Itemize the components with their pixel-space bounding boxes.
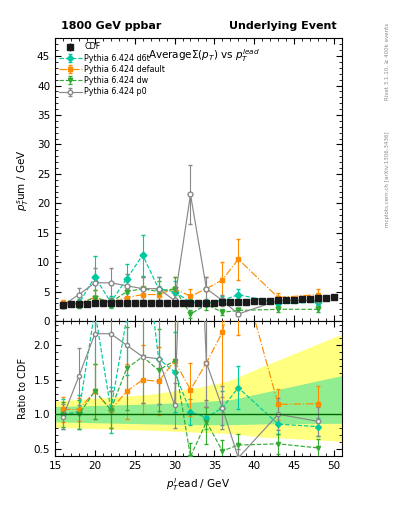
Y-axis label: Ratio to CDF: Ratio to CDF xyxy=(18,358,28,419)
Y-axis label: $p_T^s$um / GeV: $p_T^s$um / GeV xyxy=(16,149,31,210)
Text: Rivet 3.1.10, ≥ 400k events: Rivet 3.1.10, ≥ 400k events xyxy=(385,23,390,100)
X-axis label: $p_T^l$ead / GeV: $p_T^l$ead / GeV xyxy=(166,476,231,493)
Legend: CDF, Pythia 6.424 d6t, Pythia 6.424 default, Pythia 6.424 dw, Pythia 6.424 p0: CDF, Pythia 6.424 d6t, Pythia 6.424 defa… xyxy=(57,41,167,98)
Text: Underlying Event: Underlying Event xyxy=(229,22,336,31)
Text: mcplots.cern.ch [arXiv:1306.3436]: mcplots.cern.ch [arXiv:1306.3436] xyxy=(385,132,390,227)
Text: 1800 GeV ppbar: 1800 GeV ppbar xyxy=(61,22,161,31)
Text: Average$\Sigma$($p_T$) vs $p_T^{lead}$: Average$\Sigma$($p_T$) vs $p_T^{lead}$ xyxy=(148,47,260,63)
